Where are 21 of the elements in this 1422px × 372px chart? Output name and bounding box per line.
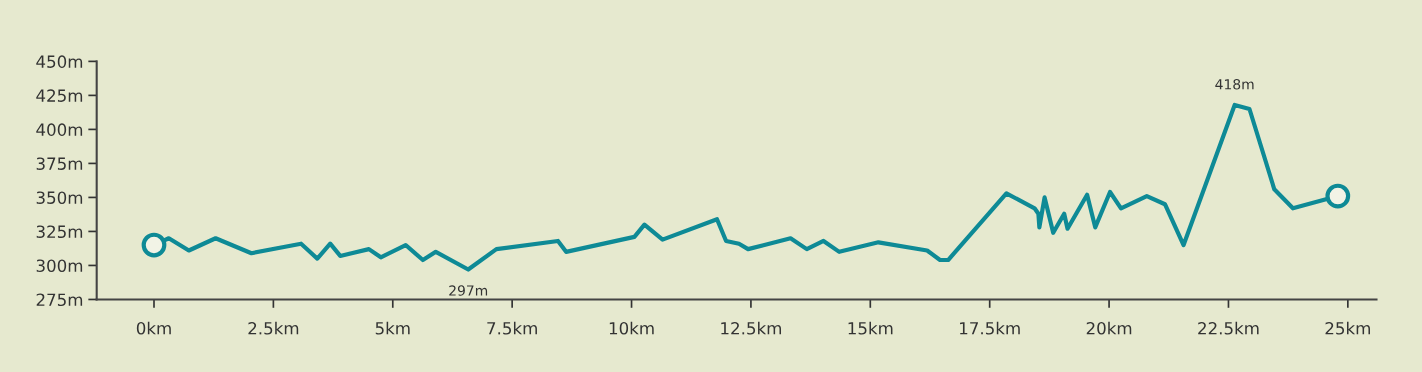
annotation: 418m [1215, 78, 1254, 90]
x-tick-label: 0km [136, 321, 171, 335]
y-tick-label: 400m [36, 123, 83, 136]
y-tick-label: 300m [36, 259, 83, 273]
annotation: 297m [449, 285, 488, 296]
x-tick-label: 20km [1086, 321, 1132, 335]
y-tick-label: 425m [36, 89, 83, 102]
y-tick-label: 275m [36, 293, 83, 307]
x-tick-label: 10km [609, 321, 654, 335]
x-tick-label: 5km [375, 321, 410, 335]
y-tick-label: 375m [36, 157, 83, 170]
y-tick-label: 450m [36, 55, 83, 68]
x-tick-label: 15km [848, 321, 893, 335]
x-tick-label: 2.5km [248, 321, 299, 335]
x-tick-label: 25km [1325, 321, 1370, 335]
x-tick-label: 12.5km [721, 321, 782, 335]
y-tick-label: 325m [36, 225, 83, 239]
y-tick-label: 350m [36, 191, 83, 204]
x-tick-label: 17.5km [960, 321, 1020, 335]
x-tick-label: 22.5km [1198, 321, 1259, 335]
x-tick-label: 7.5km [487, 321, 537, 335]
